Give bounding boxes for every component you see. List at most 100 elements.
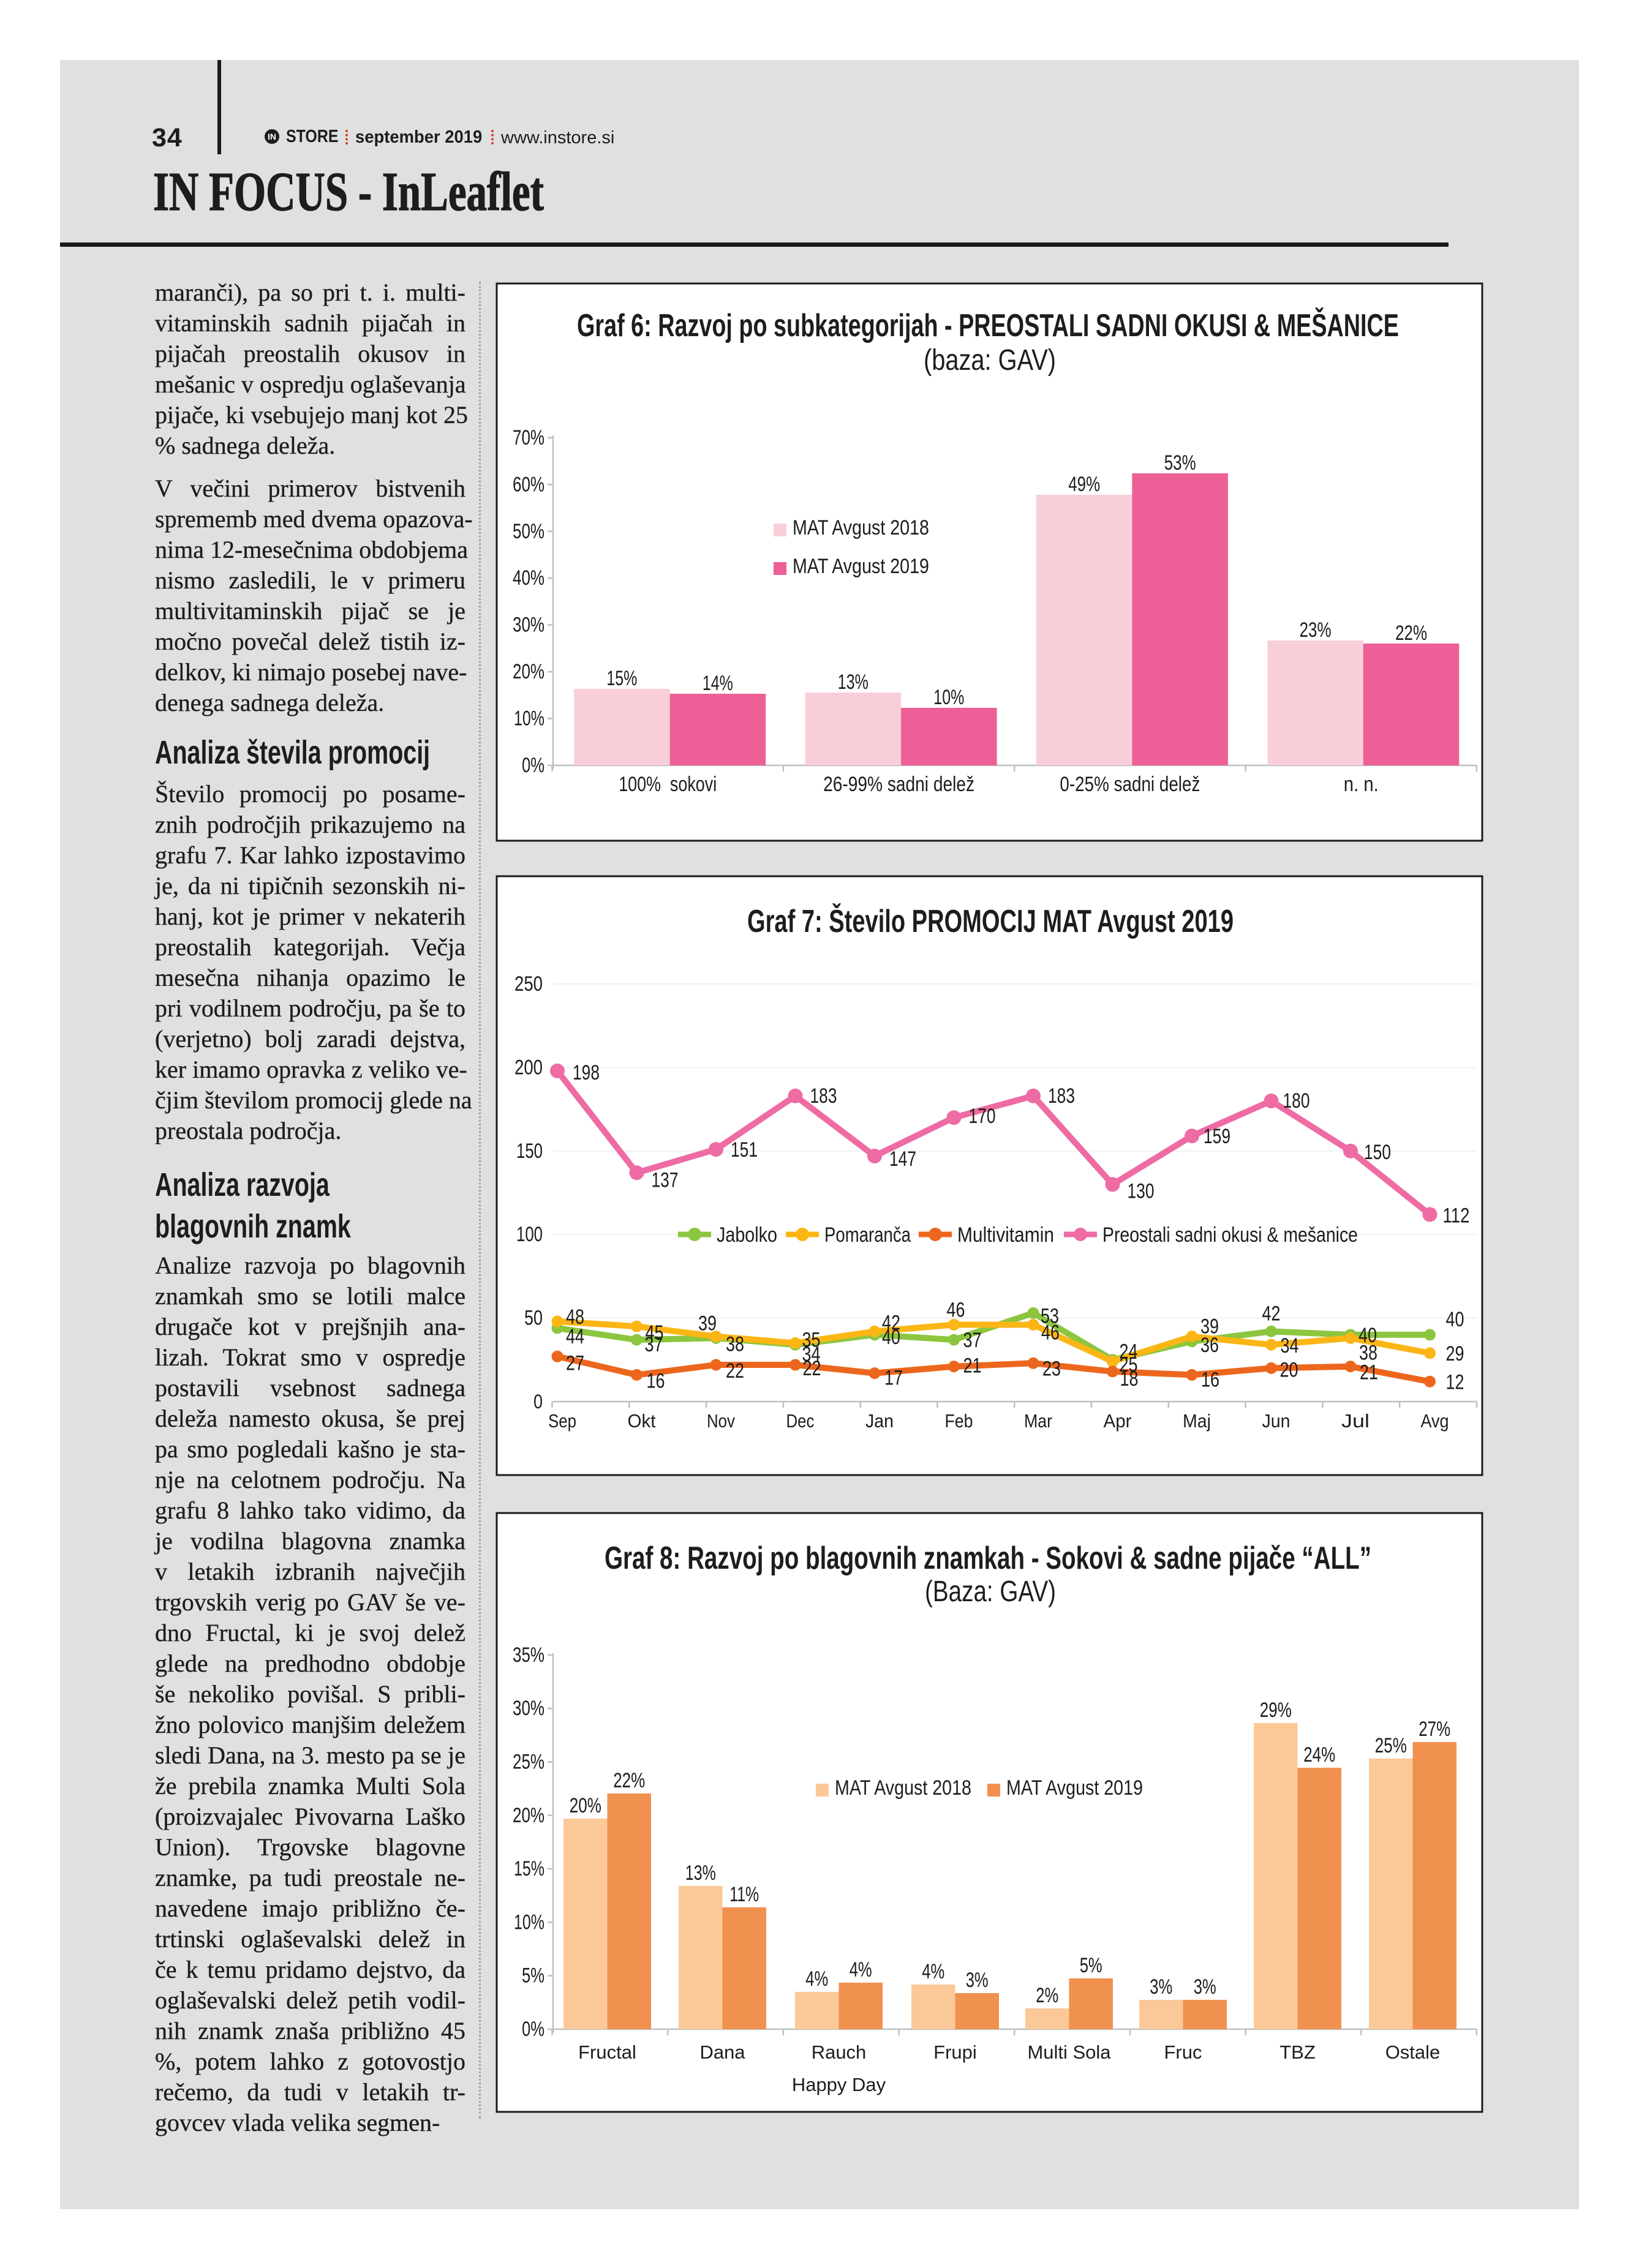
svg-text:12: 12 [1446, 1370, 1464, 1394]
svg-text:50: 50 [524, 1307, 543, 1330]
svg-text:30%: 30% [513, 614, 544, 637]
svg-text:Preostali sadni okusi & mešani: Preostali sadni okusi & mešanice [1102, 1223, 1358, 1247]
svg-text:5%: 5% [522, 1964, 544, 1988]
svg-text:Okt: Okt [628, 1410, 656, 1432]
svg-text:Jabolko: Jabolko [717, 1223, 777, 1247]
svg-text:20: 20 [1280, 1358, 1298, 1381]
svg-text:29: 29 [1446, 1342, 1464, 1365]
svg-text:MAT Avgust 2018: MAT Avgust 2018 [793, 516, 929, 539]
svg-text:10%: 10% [933, 686, 964, 709]
svg-text:40: 40 [882, 1326, 900, 1349]
svg-text:(Baza: GAV): (Baza: GAV) [925, 1575, 1056, 1608]
svg-text:37: 37 [645, 1333, 663, 1356]
svg-text:170: 170 [969, 1105, 996, 1128]
svg-text:29%: 29% [1260, 1699, 1292, 1722]
svg-text:Multi Sola: Multi Sola [1027, 2041, 1111, 2063]
svg-text:Avg: Avg [1421, 1410, 1449, 1432]
svg-text:30%: 30% [513, 1697, 544, 1720]
svg-text:100: 100 [516, 1223, 543, 1246]
svg-text:130: 130 [1128, 1179, 1155, 1203]
svg-text:40: 40 [1446, 1308, 1464, 1331]
svg-text:53: 53 [1041, 1304, 1059, 1327]
svg-text:0: 0 [533, 1391, 543, 1413]
svg-text:Graf 6: Razvoj po subkategorij: Graf 6: Razvoj po subkategorijah - PREOS… [577, 307, 1399, 344]
svg-text:45: 45 [646, 1321, 664, 1345]
svg-text:25%: 25% [513, 1751, 544, 1774]
svg-text:200: 200 [514, 1056, 543, 1079]
svg-text:15%: 15% [606, 667, 637, 690]
svg-text:23%: 23% [1300, 618, 1332, 642]
svg-text:3%: 3% [966, 1969, 989, 1992]
svg-text:49%: 49% [1068, 473, 1100, 496]
svg-text:60%: 60% [513, 473, 544, 496]
svg-text:24%: 24% [1303, 1743, 1335, 1767]
svg-text:Apr: Apr [1104, 1410, 1132, 1432]
svg-text:Mar: Mar [1024, 1410, 1052, 1432]
svg-text:40%: 40% [513, 566, 544, 590]
svg-text:18: 18 [1120, 1367, 1139, 1391]
svg-text:MAT Avgust 2018: MAT Avgust 2018 [835, 1776, 971, 1800]
svg-text:180: 180 [1283, 1089, 1310, 1113]
svg-text:100% sokovi: 100% sokovi [619, 773, 717, 796]
svg-text:Multivitamin: Multivitamin [957, 1223, 1054, 1247]
svg-text:MAT Avgust 2019: MAT Avgust 2019 [793, 555, 929, 578]
svg-text:Fruc: Fruc [1164, 2041, 1202, 2063]
svg-text:38: 38 [1359, 1341, 1377, 1364]
svg-text:34: 34 [1281, 1334, 1299, 1357]
svg-text:36: 36 [1200, 1334, 1219, 1357]
svg-text:15%: 15% [514, 1857, 544, 1880]
svg-text:46: 46 [947, 1299, 965, 1322]
svg-text:22%: 22% [613, 1769, 645, 1792]
svg-text:MAT Avgust 2019: MAT Avgust 2019 [1006, 1776, 1143, 1800]
svg-text:183: 183 [810, 1084, 837, 1108]
svg-text:0%: 0% [522, 754, 544, 777]
svg-text:n. n.: n. n. [1344, 773, 1379, 796]
svg-text:20%: 20% [513, 1804, 544, 1827]
svg-text:Pomaranča: Pomaranča [824, 1223, 911, 1247]
svg-text:112: 112 [1443, 1204, 1470, 1228]
svg-text:35%: 35% [513, 1643, 544, 1667]
svg-text:50%: 50% [513, 520, 544, 543]
svg-text:150: 150 [1364, 1141, 1391, 1164]
svg-text:150: 150 [516, 1140, 543, 1163]
svg-text:Sep: Sep [548, 1410, 576, 1432]
svg-text:137: 137 [652, 1168, 679, 1192]
svg-text:40: 40 [1358, 1324, 1377, 1347]
svg-text:22: 22 [726, 1359, 744, 1383]
svg-text:16: 16 [1201, 1368, 1219, 1391]
svg-text:10%: 10% [514, 1910, 544, 1934]
svg-text:Dec: Dec [786, 1410, 815, 1432]
svg-text:Maj: Maj [1183, 1410, 1211, 1432]
svg-text:Dana: Dana [699, 2041, 745, 2063]
svg-text:5%: 5% [1080, 1954, 1102, 1977]
svg-text:0%: 0% [522, 2018, 544, 2041]
svg-text:Frupi: Frupi [933, 2041, 977, 2063]
svg-text:Jun: Jun [1262, 1410, 1290, 1432]
svg-text:Ostale: Ostale [1385, 2041, 1441, 2063]
svg-text:4%: 4% [922, 1960, 944, 1983]
svg-text:4%: 4% [805, 1967, 828, 1991]
svg-text:Fructal: Fructal [578, 2041, 636, 2063]
svg-text:20%: 20% [513, 660, 544, 683]
svg-text:Graf 7: Število PROMOCIJ MAT A: Graf 7: Število PROMOCIJ MAT Avgust 2019 [747, 903, 1234, 939]
svg-text:48: 48 [566, 1305, 584, 1329]
svg-text:21: 21 [963, 1354, 982, 1378]
svg-text:22: 22 [803, 1357, 821, 1380]
svg-text:13%: 13% [838, 670, 868, 694]
svg-text:Jan: Jan [865, 1410, 894, 1432]
svg-text:37: 37 [963, 1329, 982, 1352]
svg-text:27: 27 [566, 1351, 584, 1375]
svg-text:183: 183 [1048, 1084, 1075, 1108]
svg-text:TBZ: TBZ [1279, 2041, 1316, 2063]
svg-text:25: 25 [1120, 1353, 1138, 1376]
svg-text:159: 159 [1204, 1125, 1230, 1148]
svg-text:10%: 10% [514, 707, 544, 730]
svg-text:39: 39 [1200, 1315, 1219, 1339]
svg-text:4%: 4% [850, 1958, 872, 1981]
svg-text:151: 151 [731, 1138, 758, 1162]
svg-text:11%: 11% [729, 1883, 759, 1906]
svg-text:Feb: Feb [945, 1410, 973, 1432]
svg-text:16: 16 [647, 1369, 665, 1392]
svg-text:3%: 3% [1150, 1975, 1172, 1999]
svg-text:42: 42 [1262, 1302, 1281, 1325]
